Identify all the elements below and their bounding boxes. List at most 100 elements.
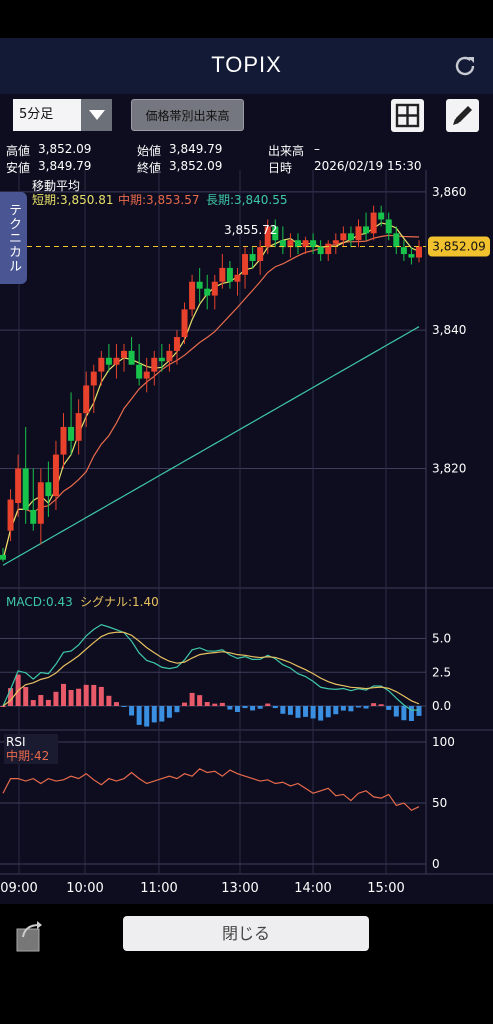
last-price-label: 3,852.09 [432, 240, 485, 254]
refresh-icon[interactable] [451, 52, 479, 80]
rsi-legend-mid: 中期:42 [6, 748, 49, 763]
grid-icon [395, 103, 420, 128]
candle-body [0, 554, 6, 560]
macd-histogram-bar [325, 706, 331, 718]
candle-body [83, 385, 90, 414]
macd-histogram-bar [272, 706, 278, 709]
macd-histogram-bar [287, 706, 293, 715]
candle-body [363, 226, 370, 234]
macd-histogram-bar [257, 706, 263, 709]
macd-histogram-bar [416, 706, 422, 716]
candle-body [52, 454, 59, 497]
candle-body [30, 509, 37, 524]
candle-body [68, 426, 75, 441]
candle-body [416, 246, 422, 258]
ma-legend-long: 長期:3,840.55 [206, 193, 287, 207]
candle-body [45, 482, 52, 497]
macd-histogram-bar [363, 706, 369, 709]
rotate-screen-icon[interactable] [11, 917, 47, 953]
draw-button[interactable] [446, 99, 479, 132]
candle-body [355, 226, 362, 241]
macd-histogram-bar [113, 702, 119, 706]
ma-legend-short: 短期:3,850.81 [32, 193, 113, 207]
macd-histogram-bar [197, 695, 203, 706]
candle-body [143, 371, 150, 379]
candle-body [37, 482, 44, 524]
candle-body [181, 309, 188, 338]
macd-histogram-bar [38, 695, 44, 706]
candle-body [378, 212, 385, 220]
macd-histogram-bar [333, 706, 339, 715]
macd-histogram-bar [189, 692, 195, 706]
macd-tick-label: 2.5 [432, 665, 451, 679]
candle-body [325, 243, 332, 255]
high-label: 高値 [6, 144, 31, 158]
macd-histogram-bar [45, 699, 51, 706]
candle-body [340, 233, 347, 241]
time-tick-label: 10:00 [66, 881, 103, 896]
volume-value: – [314, 142, 320, 156]
candle-body [287, 240, 294, 248]
price-tick-label: 3,840 [432, 323, 466, 337]
volume-profile-button[interactable]: 価格帯別出来高 [131, 99, 244, 131]
macd-histogram-bar [30, 700, 36, 706]
macd-histogram-bar [166, 706, 172, 718]
candle-body [302, 240, 309, 248]
macd-histogram-bar [174, 706, 180, 713]
volume-label: 出来高 [268, 144, 305, 158]
close-value: 3,852.09 [169, 159, 223, 173]
open-label: 始値 [137, 144, 162, 158]
candle-body [332, 240, 339, 244]
time-tick-label: 15:00 [367, 881, 404, 896]
macd-histogram-bar [386, 706, 392, 710]
interval-select[interactable]: 5分足 [13, 99, 112, 131]
macd-histogram-bar [144, 706, 150, 727]
rsi-line [2, 768, 420, 812]
macd-histogram-bar [348, 706, 354, 712]
macd-histogram-bar [234, 706, 240, 712]
macd-histogram-bar [83, 684, 89, 706]
macd-histogram-bar [408, 706, 414, 721]
candle-body [279, 240, 286, 248]
long-ma-line [2, 326, 420, 566]
macd-histogram-bar [401, 706, 407, 721]
macd-histogram-bar [393, 706, 399, 717]
price-chart[interactable]: 3,860 3,840 3,820 09:00 10:00 11:00 13:00 14:00… [0, 170, 493, 904]
candle-body [60, 426, 67, 455]
technical-tab[interactable]: テクニカル [0, 192, 27, 284]
candle-body [136, 364, 143, 379]
macd-histogram-bar [371, 703, 377, 706]
candle-body [294, 240, 301, 248]
macd-histogram-bar [121, 706, 127, 707]
candle-body [166, 350, 173, 362]
price-tick-label: 3,860 [432, 185, 466, 199]
signal-line [2, 631, 420, 707]
chevron-down-icon[interactable] [81, 99, 112, 131]
candle-body [90, 371, 97, 386]
macd-histogram-bar [23, 686, 29, 706]
candle-body [249, 254, 256, 261]
macd-histogram-bar [76, 688, 82, 706]
rsi-legend-title: RSI [6, 735, 26, 749]
layout-grid-button[interactable] [391, 99, 424, 132]
signal-legend: シグナル:1.40 [80, 595, 159, 609]
candle-body [196, 281, 203, 289]
time-tick-label: 13:00 [221, 881, 258, 896]
close-button[interactable]: 閉じる [123, 916, 369, 951]
macd-tick-label: 0.0 [432, 699, 451, 713]
macd-histogram-bar [265, 703, 271, 706]
macd-histogram-bar [0, 706, 6, 707]
macd-histogram-bar [212, 703, 218, 706]
last-price-badge [428, 236, 490, 257]
interval-select-value: 5分足 [13, 99, 81, 131]
macd-histogram-bar [68, 689, 74, 706]
macd-histogram-bar [98, 686, 104, 706]
datetime-label: 日時 [268, 161, 293, 175]
page-title: TOPIX [211, 52, 282, 77]
macd-histogram-bar [151, 706, 157, 723]
macd-histogram-bar [91, 684, 97, 706]
macd-histogram-bar [318, 706, 324, 721]
pencil-icon [453, 106, 472, 125]
macd-histogram-bar [8, 688, 14, 706]
short-ma-line [2, 222, 420, 560]
